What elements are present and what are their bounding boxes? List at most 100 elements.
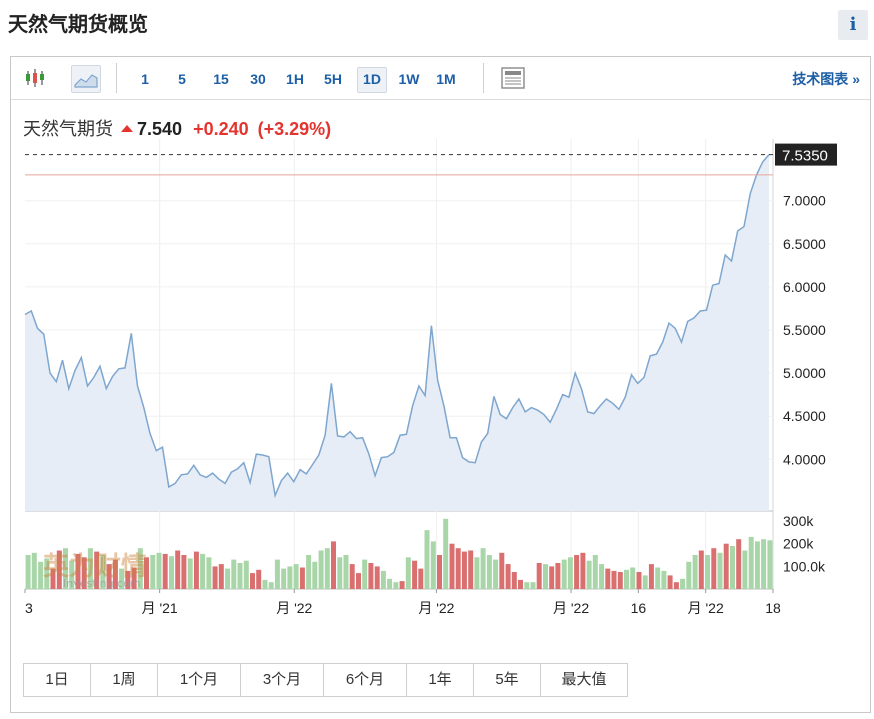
volume-bar: [87, 548, 93, 589]
range-1m[interactable]: 1个月: [158, 664, 241, 696]
volume-bar: [418, 568, 424, 589]
volume-bar: [274, 559, 280, 589]
volume-bar: [673, 582, 679, 589]
price-change-percent: (+3.29%): [257, 119, 332, 139]
volume-bar: [468, 550, 474, 589]
volume-bar: [648, 564, 654, 589]
volume-bar: [686, 561, 692, 589]
volume-bar: [524, 582, 530, 589]
timeframe-1m[interactable]: 1M: [436, 71, 456, 87]
volume-bar: [218, 564, 224, 589]
timeframe-15[interactable]: 15: [213, 71, 229, 87]
table-view-icon[interactable]: [499, 65, 527, 91]
volume-bar: [717, 552, 723, 589]
volume-bar: [698, 550, 704, 589]
x-tick-label: 16: [631, 600, 647, 616]
y-tick-label: 5.5000: [783, 322, 826, 338]
timeframe-5h[interactable]: 5H: [324, 71, 342, 87]
volume-bar: [200, 553, 206, 589]
volume-bar: [225, 568, 231, 589]
current-price-tag: [775, 143, 837, 166]
technical-chart-link[interactable]: 技术图表 »: [792, 71, 860, 87]
volume-bar: [50, 568, 56, 589]
volume-bar: [424, 530, 430, 589]
range-5y[interactable]: 5年: [474, 664, 541, 696]
range-1w[interactable]: 1周: [91, 664, 158, 696]
volume-bar: [543, 564, 548, 589]
timeframe-1d[interactable]: 1D: [357, 67, 387, 93]
volume-tick-label: 100.0k: [783, 558, 826, 574]
volume-bar: [586, 560, 592, 589]
volume-bar: [511, 572, 517, 589]
volume-tick-label: 300k: [783, 513, 814, 529]
volume-bar: [730, 546, 735, 589]
volume-bar: [175, 550, 181, 589]
volume-bar: [256, 569, 262, 590]
volume-bar: [362, 559, 368, 589]
timeframe-30[interactable]: 30: [250, 71, 266, 87]
volume-bar: [63, 548, 68, 589]
volume-bar: [580, 552, 586, 589]
volume-bar: [412, 560, 418, 589]
volume-bar: [243, 560, 249, 589]
volume-bar: [106, 564, 112, 589]
volume-bar: [374, 566, 380, 589]
timeframe-5[interactable]: 5: [178, 71, 186, 87]
volume-bar: [324, 548, 330, 589]
volume-bar: [617, 572, 623, 589]
volume-bar: [206, 557, 212, 589]
timeframe-1w[interactable]: 1W: [398, 71, 420, 87]
volume-bar: [337, 557, 343, 589]
volume-bar: [38, 561, 44, 589]
x-tick-label: 月 '21: [142, 600, 178, 616]
volume-bar: [380, 570, 386, 589]
price-chart[interactable]: 7.0000 6.5000 6.0000 5.5000 5.0000 4.5000 4.00…: [11, 57, 870, 657]
price-area: [25, 154, 769, 511]
volume-bar: [592, 555, 598, 589]
volume-bar: [237, 563, 243, 589]
volume-bar: [549, 566, 555, 589]
range-3m[interactable]: 3个月: [241, 664, 324, 696]
volume-bar: [736, 539, 742, 589]
volume-bar: [599, 564, 605, 589]
y-tick-label: 5.0000: [783, 365, 826, 381]
last-price: 7.540: [137, 119, 183, 139]
area-chart-icon[interactable]: [71, 65, 101, 93]
volume-bar: [299, 567, 305, 589]
volume-bar: [555, 563, 561, 589]
volume-bar: [630, 567, 636, 589]
volume-tick-label: 200k: [783, 536, 814, 552]
volume-bar: [461, 551, 467, 589]
volume-bar: [94, 551, 100, 589]
info-button[interactable]: i: [838, 10, 868, 40]
range-selector: 1日 1周 1个月 3个月 6个月 1年 5年 最大值: [23, 663, 628, 697]
range-1y[interactable]: 1年: [407, 664, 474, 696]
volume-bar: [518, 579, 523, 589]
instrument-name: 天然气期货: [23, 119, 113, 139]
volume-bar: [100, 555, 106, 589]
volume-bar: [642, 575, 648, 589]
range-1d[interactable]: 1日: [24, 664, 91, 696]
range-max[interactable]: 最大值: [561, 671, 607, 688]
timeframe-1h[interactable]: 1H: [286, 71, 304, 87]
y-tick-label: 6.0000: [783, 279, 826, 295]
price-line: [24, 154, 770, 499]
volume-bar: [112, 559, 118, 589]
volume-bar: [137, 548, 143, 589]
volume-bar: [437, 555, 442, 589]
volume-bar: [655, 567, 661, 589]
price-change: +0.240: [193, 119, 249, 139]
volume-bar: [312, 561, 318, 589]
volume-bar: [723, 543, 729, 589]
candlestick-icon[interactable]: [21, 65, 49, 91]
volume-bar: [349, 564, 355, 589]
volume-bar: [69, 560, 75, 589]
timeframe-1[interactable]: 1: [141, 71, 149, 87]
current-price-label: 7.5350: [782, 148, 828, 165]
watermark-subtext: Investing.com: [63, 577, 141, 590]
volume-bar: [430, 541, 436, 589]
volume-bar: [561, 559, 567, 589]
range-6m[interactable]: 6个月: [324, 664, 407, 696]
x-tick-label: 月 '22: [418, 600, 454, 616]
volume-bar: [44, 558, 50, 589]
